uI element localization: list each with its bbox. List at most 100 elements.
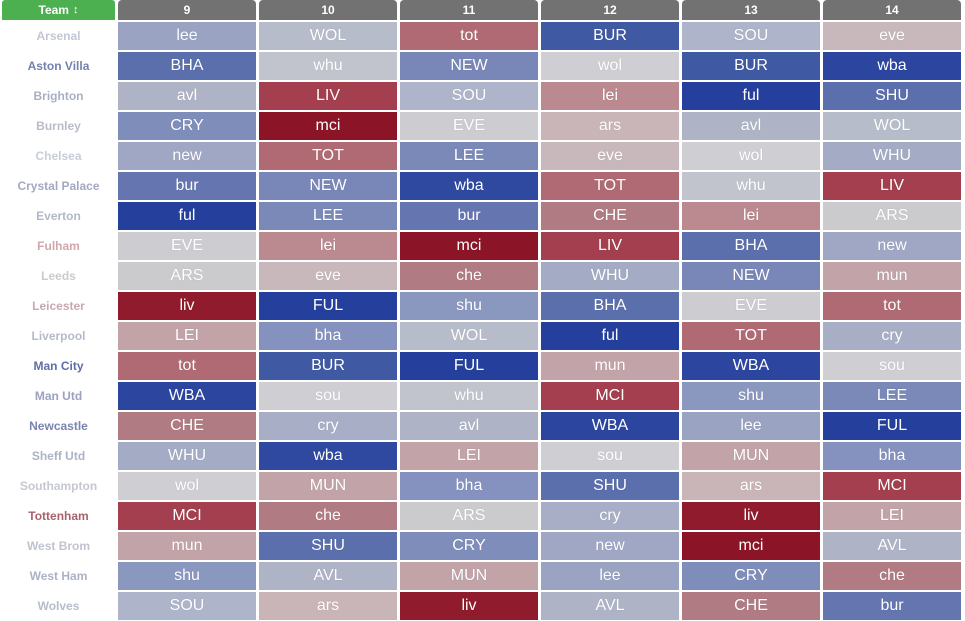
fixture-cell[interactable]: WHU xyxy=(541,262,679,290)
fixture-cell[interactable]: mci xyxy=(259,112,397,140)
fixture-cell[interactable]: mun xyxy=(118,532,256,560)
fixture-cell[interactable]: BHA xyxy=(118,52,256,80)
fixture-cell[interactable]: mun xyxy=(541,352,679,380)
fixture-cell[interactable]: CHE xyxy=(541,202,679,230)
fixture-cell[interactable]: LEE xyxy=(823,382,961,410)
fixture-cell[interactable]: shu xyxy=(118,562,256,590)
fixture-cell[interactable]: MUN xyxy=(682,442,820,470)
fixture-cell[interactable]: BHA xyxy=(541,292,679,320)
fixture-cell[interactable]: eve xyxy=(259,262,397,290)
team-name[interactable]: Burnley xyxy=(36,119,81,133)
fixture-cell[interactable]: bur xyxy=(823,592,961,620)
fixture-cell[interactable]: avl xyxy=(682,112,820,140)
fixture-cell[interactable]: NEW xyxy=(259,172,397,200)
team-name[interactable]: West Brom xyxy=(26,539,91,553)
fixture-cell[interactable]: WHU xyxy=(823,142,961,170)
fixture-cell[interactable]: ars xyxy=(259,592,397,620)
fixture-cell[interactable]: ARS xyxy=(823,202,961,230)
fixture-cell[interactable]: LIV xyxy=(259,82,397,110)
team-name[interactable]: Leeds xyxy=(41,269,76,283)
fixture-cell[interactable]: EVE xyxy=(118,232,256,260)
fixture-cell[interactable]: WOL xyxy=(259,22,397,50)
fixture-cell[interactable]: WBA xyxy=(682,352,820,380)
fixture-cell[interactable]: FUL xyxy=(400,352,538,380)
fixture-cell[interactable]: lee xyxy=(682,412,820,440)
fixture-cell[interactable]: NEW xyxy=(400,52,538,80)
fixture-cell[interactable]: new xyxy=(118,142,256,170)
fixture-cell[interactable]: SHU xyxy=(259,532,397,560)
team-name[interactable]: Man Utd xyxy=(34,389,83,403)
fixture-cell[interactable]: wol xyxy=(118,472,256,500)
fixture-cell[interactable]: sou xyxy=(259,382,397,410)
fixture-cell[interactable]: TOT xyxy=(682,322,820,350)
fixture-cell[interactable]: tot xyxy=(823,292,961,320)
fixture-cell[interactable]: mci xyxy=(682,532,820,560)
fixture-cell[interactable]: sou xyxy=(823,352,961,380)
fixture-cell[interactable]: LIV xyxy=(823,172,961,200)
fixture-cell[interactable]: mun xyxy=(823,262,961,290)
fixture-cell[interactable]: MCI xyxy=(118,502,256,530)
gameweek-header[interactable]: 12 xyxy=(541,0,679,20)
team-name[interactable]: Newcastle xyxy=(29,419,88,433)
fixture-cell[interactable]: lee xyxy=(118,22,256,50)
fixture-cell[interactable]: LEE xyxy=(400,142,538,170)
fixture-cell[interactable]: bha xyxy=(259,322,397,350)
fixture-cell[interactable]: SOU xyxy=(682,22,820,50)
fixture-cell[interactable]: CRY xyxy=(400,532,538,560)
gameweek-header[interactable]: 13 xyxy=(682,0,820,20)
team-name[interactable]: Arsenal xyxy=(36,29,81,43)
fixture-cell[interactable]: TOT xyxy=(259,142,397,170)
team-column-header[interactable]: Team ↕ xyxy=(2,0,115,20)
team-name[interactable]: Tottenham xyxy=(28,509,89,523)
fixture-cell[interactable]: LEI xyxy=(118,322,256,350)
fixture-cell[interactable]: FUL xyxy=(823,412,961,440)
team-name[interactable]: Brighton xyxy=(33,89,84,103)
fixture-cell[interactable]: WHU xyxy=(118,442,256,470)
fixture-cell[interactable]: TOT xyxy=(541,172,679,200)
fixture-cell[interactable]: sou xyxy=(541,442,679,470)
fixture-cell[interactable]: eve xyxy=(823,22,961,50)
fixture-cell[interactable]: CRY xyxy=(682,562,820,590)
fixture-cell[interactable]: cry xyxy=(259,412,397,440)
fixture-cell[interactable]: mci xyxy=(400,232,538,260)
fixture-cell[interactable]: MUN xyxy=(259,472,397,500)
fixture-cell[interactable]: AVL xyxy=(823,532,961,560)
team-name[interactable]: Sheff Utd xyxy=(31,449,86,463)
fixture-cell[interactable]: MUN xyxy=(400,562,538,590)
gameweek-header[interactable]: 11 xyxy=(400,0,538,20)
fixture-cell[interactable]: AVL xyxy=(541,592,679,620)
gameweek-header[interactable]: 10 xyxy=(259,0,397,20)
team-name[interactable]: Liverpool xyxy=(31,329,86,343)
fixture-cell[interactable]: liv xyxy=(682,502,820,530)
fixture-cell[interactable]: bur xyxy=(118,172,256,200)
fixture-cell[interactable]: liv xyxy=(400,592,538,620)
fixture-cell[interactable]: tot xyxy=(118,352,256,380)
team-name[interactable]: Leicester xyxy=(32,299,85,313)
fixture-cell[interactable]: bha xyxy=(400,472,538,500)
fixture-cell[interactable]: whu xyxy=(259,52,397,80)
fixture-cell[interactable]: CHE xyxy=(682,592,820,620)
fixture-cell[interactable]: WOL xyxy=(823,112,961,140)
fixture-cell[interactable]: avl xyxy=(400,412,538,440)
fixture-cell[interactable]: wba xyxy=(259,442,397,470)
fixture-cell[interactable]: ful xyxy=(682,82,820,110)
fixture-cell[interactable]: liv xyxy=(118,292,256,320)
fixture-cell[interactable]: BUR xyxy=(682,52,820,80)
fixture-cell[interactable]: lei xyxy=(541,82,679,110)
team-name[interactable]: Man City xyxy=(33,359,84,373)
fixture-cell[interactable]: shu xyxy=(400,292,538,320)
fixture-cell[interactable]: lei xyxy=(682,202,820,230)
fixture-cell[interactable]: wol xyxy=(682,142,820,170)
fixture-cell[interactable]: BUR xyxy=(541,22,679,50)
team-name[interactable]: Southampton xyxy=(19,479,98,493)
team-name[interactable]: Aston Villa xyxy=(27,59,90,73)
fixture-cell[interactable]: ars xyxy=(682,472,820,500)
fixture-cell[interactable]: LEI xyxy=(400,442,538,470)
team-name[interactable]: Everton xyxy=(36,209,81,223)
fixture-cell[interactable]: BHA xyxy=(682,232,820,260)
fixture-cell[interactable]: CRY xyxy=(118,112,256,140)
fixture-cell[interactable]: wba xyxy=(400,172,538,200)
fixture-cell[interactable]: EVE xyxy=(400,112,538,140)
fixture-cell[interactable]: che xyxy=(259,502,397,530)
fixture-cell[interactable]: avl xyxy=(118,82,256,110)
